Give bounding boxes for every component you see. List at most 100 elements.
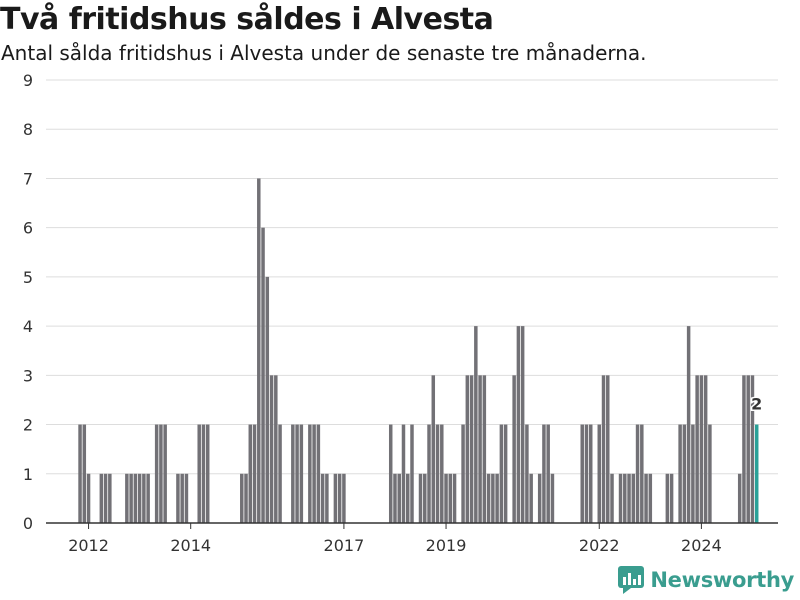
bar bbox=[482, 375, 487, 523]
bar bbox=[418, 473, 423, 523]
bar bbox=[512, 375, 516, 523]
bar bbox=[695, 375, 699, 523]
bar bbox=[159, 424, 163, 523]
bar bbox=[588, 424, 593, 523]
brand-name: Newsworthy bbox=[650, 568, 794, 592]
bar bbox=[699, 375, 704, 523]
bar bbox=[163, 424, 167, 523]
bar bbox=[278, 424, 282, 523]
bar bbox=[474, 326, 478, 523]
bar bbox=[176, 473, 180, 523]
bar bbox=[525, 424, 529, 523]
bar bbox=[703, 375, 708, 523]
bar bbox=[465, 375, 470, 523]
bar bbox=[201, 424, 206, 523]
bar bbox=[665, 473, 670, 523]
bar bbox=[197, 424, 201, 523]
bar bbox=[265, 276, 270, 523]
x-tick-label: 2017 bbox=[324, 536, 365, 555]
bar bbox=[342, 473, 346, 523]
bar bbox=[435, 424, 440, 523]
bar bbox=[669, 473, 674, 523]
brand-logo[interactable]: Newsworthy bbox=[618, 566, 794, 594]
bar bbox=[546, 424, 550, 523]
y-tick-label: 4 bbox=[23, 317, 33, 336]
bar bbox=[99, 473, 104, 523]
bar bbox=[520, 326, 525, 523]
bar bbox=[644, 473, 648, 523]
bar bbox=[550, 473, 555, 523]
bar bbox=[252, 424, 257, 523]
bar bbox=[129, 473, 133, 523]
bar bbox=[682, 424, 687, 523]
bar bbox=[601, 375, 606, 523]
bar bbox=[448, 473, 453, 523]
x-axis: 2012 2014 2017 2019 2022 2024 bbox=[46, 522, 778, 555]
y-tick-label: 1 bbox=[23, 465, 33, 484]
y-tick-label: 7 bbox=[23, 169, 33, 188]
y-tick-label: 9 bbox=[23, 71, 33, 90]
bar bbox=[295, 424, 299, 523]
bar bbox=[316, 424, 321, 523]
bar bbox=[584, 424, 589, 523]
bar bbox=[708, 424, 712, 523]
bar bbox=[631, 473, 636, 523]
bar bbox=[537, 473, 542, 523]
bar bbox=[133, 473, 138, 523]
bar bbox=[248, 424, 253, 523]
bar bbox=[491, 473, 495, 523]
bar bbox=[686, 326, 691, 523]
bar bbox=[737, 473, 742, 523]
y-tick-label: 3 bbox=[23, 366, 33, 385]
bar bbox=[444, 473, 448, 523]
bar bbox=[180, 473, 184, 523]
bar bbox=[503, 424, 508, 523]
bar bbox=[291, 424, 295, 523]
bar bbox=[542, 424, 546, 523]
y-tick-label: 8 bbox=[23, 120, 33, 139]
data-labels: 2 bbox=[750, 393, 764, 415]
bar bbox=[154, 424, 159, 523]
bar bbox=[623, 473, 627, 523]
newsworthy-logo-icon bbox=[618, 566, 645, 594]
bar bbox=[274, 375, 278, 523]
bars bbox=[78, 178, 759, 523]
grid-lines bbox=[46, 79, 778, 475]
bar bbox=[308, 424, 312, 523]
bar bbox=[495, 473, 499, 523]
bar bbox=[146, 473, 150, 523]
bar bbox=[240, 473, 244, 523]
bar bbox=[205, 424, 210, 523]
bar bbox=[580, 424, 584, 523]
bar bbox=[750, 375, 755, 523]
bar bbox=[108, 473, 112, 523]
x-tick-label: 2019 bbox=[426, 536, 467, 555]
bar bbox=[405, 473, 410, 523]
bar bbox=[648, 473, 653, 523]
bar bbox=[431, 375, 436, 523]
bar bbox=[86, 473, 91, 523]
y-axis-ticks: 0 1 2 3 4 5 6 7 8 9 bbox=[23, 71, 33, 533]
bar bbox=[325, 473, 329, 523]
bar bbox=[427, 424, 431, 523]
x-tick-label: 2022 bbox=[579, 536, 620, 555]
bar bbox=[397, 473, 401, 523]
bar bbox=[627, 473, 631, 523]
bar bbox=[742, 375, 746, 523]
bar bbox=[401, 424, 406, 523]
bar bbox=[333, 473, 338, 523]
y-tick-label: 0 bbox=[23, 514, 33, 533]
y-tick-label: 5 bbox=[23, 268, 33, 287]
bar bbox=[393, 473, 397, 523]
bar bbox=[299, 424, 304, 523]
bar bbox=[452, 473, 457, 523]
x-tick-label: 2012 bbox=[68, 536, 109, 555]
bar bbox=[635, 424, 640, 523]
bar bbox=[423, 473, 427, 523]
bar bbox=[137, 473, 142, 523]
bar bbox=[486, 473, 491, 523]
bar bbox=[184, 473, 189, 523]
bar bbox=[269, 375, 274, 523]
highlight-bar bbox=[754, 424, 759, 523]
